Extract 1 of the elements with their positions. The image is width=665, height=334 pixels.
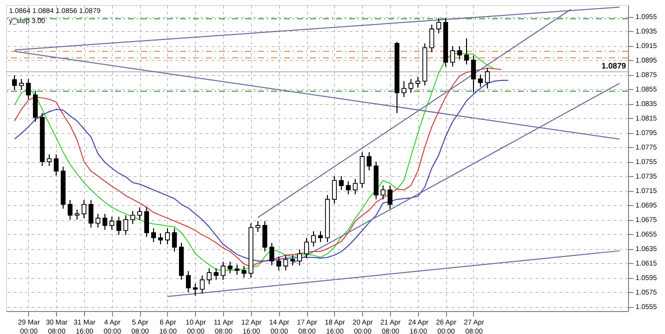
ref-line-label: 1.0879	[602, 62, 627, 71]
